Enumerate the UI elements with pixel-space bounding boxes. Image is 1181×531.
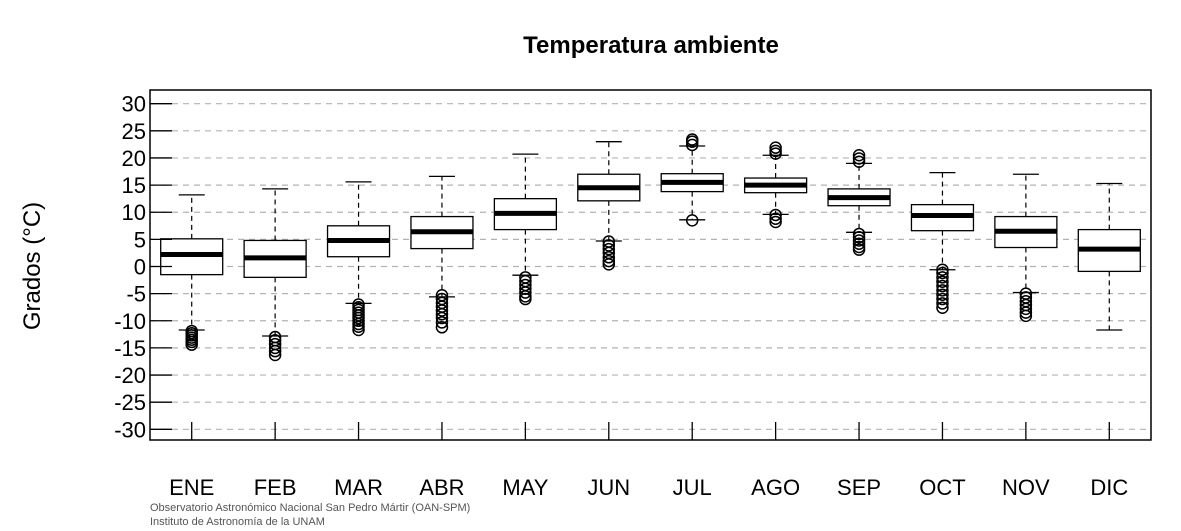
credit-institute: Instituto de Astronomía de la UNAM [150,516,325,528]
y-tick-label: -10 [114,309,146,334]
y-axis-label: Grados (°C) [19,202,46,330]
outlier-point [268,344,282,358]
outlier-point [852,230,866,244]
y-tick-label: -25 [114,390,146,415]
outlier-point [519,292,532,306]
x-tick-label: MAR [334,475,383,500]
outlier-point [519,286,532,299]
outlier-point [769,212,782,225]
outlier-point [769,215,782,229]
outlier-point [852,234,866,247]
box-ene [160,194,224,351]
y-tick-label: 30 [122,92,146,117]
outlier-point [352,323,365,337]
boxes [160,133,1141,362]
outlier-point [769,141,782,154]
outlier-point [435,304,449,317]
outlier-point [268,348,282,362]
outlier-point [602,242,616,256]
outlier-point [852,237,866,250]
outlier-point [936,292,949,306]
outlier-point [936,275,949,288]
box-abr [410,175,474,334]
outlier-point [1019,302,1033,316]
outlier-point [602,254,616,268]
outlier-point [185,338,198,351]
outlier-point [1019,309,1033,323]
y-tick-label: 10 [122,200,146,225]
box-may [493,153,558,306]
x-tick-label: NOV [1002,475,1050,500]
x-tick-label: MAY [502,475,548,500]
y-tick-label: 20 [122,146,146,171]
box-oct [910,171,975,314]
y-tick-label: 5 [134,227,146,252]
outlier-point [936,266,949,280]
outlier-point [936,263,949,277]
y-tick-label: 25 [122,119,146,144]
outlier-point [685,214,699,227]
box-mar [326,181,391,337]
outlier-point [936,288,949,301]
box-nov [994,173,1058,323]
y-tick-label: 15 [122,173,146,198]
outlier-point [769,144,782,158]
y-tick-label: -20 [114,363,146,388]
box-jul [660,133,724,227]
outlier-point [852,152,866,165]
outlier-point [435,321,449,334]
outlier-point [852,148,866,162]
y-tick-label: -30 [114,417,146,442]
outlier-point [936,271,949,284]
outlier-point [769,208,782,222]
outlier-point [685,133,699,146]
box-sep [827,148,891,256]
plot-frame [149,89,1152,441]
outlier-point [268,341,282,355]
outlier-point [685,138,699,152]
chart-title: Temperatura ambiente [523,32,779,59]
outlier-point [352,320,365,333]
x-tick-label: AGO [751,475,800,500]
outlier-point [435,311,449,325]
box-ago [743,141,808,229]
outlier-point [852,155,866,169]
y-tick-label: -5 [126,282,146,307]
outlier-point [1019,306,1033,319]
outlier-point [936,279,949,293]
x-tick-label: OCT [919,475,965,500]
x-tick-label: SEP [837,475,881,500]
outlier-point [435,316,449,329]
outlier-point [936,301,949,314]
outlier-point [602,239,616,252]
x-tick-label: ENE [169,475,214,500]
x-tick-label: FEB [254,475,297,500]
outlier-point [352,314,365,328]
outlier-point [435,308,449,321]
outlier-point [936,284,949,297]
y-tick-label: 0 [134,255,146,280]
outlier-point [852,243,866,256]
x-tick-label: JUL [673,475,712,500]
outlier-point [602,251,616,264]
gridlines [150,103,1151,430]
x-tick-label: JUN [587,475,630,500]
outlier-point [602,258,616,271]
y-tick-label: -15 [114,336,146,361]
outlier-point [852,227,866,241]
box-jun [577,141,641,271]
credit-observatory: Observatorio Astronómico Nacional San Pe… [150,502,471,514]
box-feb [243,188,307,362]
x-tick-label: DIC [1090,475,1128,500]
outlier-point [936,297,949,310]
x-tick-label: ABR [419,475,464,500]
box-dic [1077,182,1141,331]
